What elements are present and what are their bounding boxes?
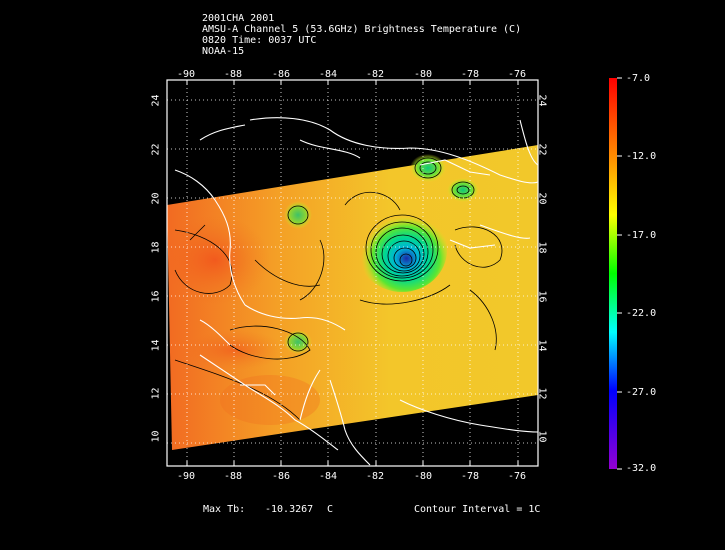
max-tb-value: -10.3267: [265, 504, 314, 515]
colorbar-label: -17.0: [626, 230, 657, 241]
max-tb-unit: C: [327, 504, 334, 515]
header-line-4: NOAA-15: [202, 46, 245, 57]
colorbar-label: -22.0: [626, 308, 657, 319]
colorbar: [609, 78, 617, 469]
bottom-lon-tick: -82: [366, 471, 385, 482]
top-lon-tick: -78: [461, 69, 480, 80]
header-line-3: 0820 Time: 0037 UTC: [202, 35, 317, 46]
bottom-lon-tick: -78: [461, 471, 480, 482]
bottom-lon-tick: -84: [319, 471, 338, 482]
colorbar-label: -12.0: [626, 151, 657, 162]
colorbar-label: -32.0: [626, 463, 657, 474]
bottom-lon-tick: -80: [414, 471, 433, 482]
top-lon-tick: -80: [414, 69, 433, 80]
top-lon-tick: -84: [319, 69, 338, 80]
contour-interval: Contour Interval = 1C: [414, 504, 541, 515]
bottom-lon-tick: -90: [177, 471, 196, 482]
header-line-1: 2001CHA 2001: [202, 13, 275, 24]
colorbar-label: -7.0: [626, 73, 651, 84]
top-lon-tick: -88: [224, 69, 243, 80]
top-lon-tick: -76: [508, 69, 527, 80]
top-lon-tick: -90: [177, 69, 196, 80]
max-tb-label: Max Tb:: [203, 504, 246, 515]
header-line-2: AMSU-A Channel 5 (53.6GHz) Brightness Te…: [202, 24, 522, 35]
bottom-lon-tick: -88: [224, 471, 243, 482]
bottom-lon-tick: -86: [272, 471, 291, 482]
top-lon-tick: -82: [366, 69, 385, 80]
colorbar-label: -27.0: [626, 387, 657, 398]
top-lon-tick: -86: [272, 69, 291, 80]
bottom-lon-tick: -76: [508, 471, 527, 482]
